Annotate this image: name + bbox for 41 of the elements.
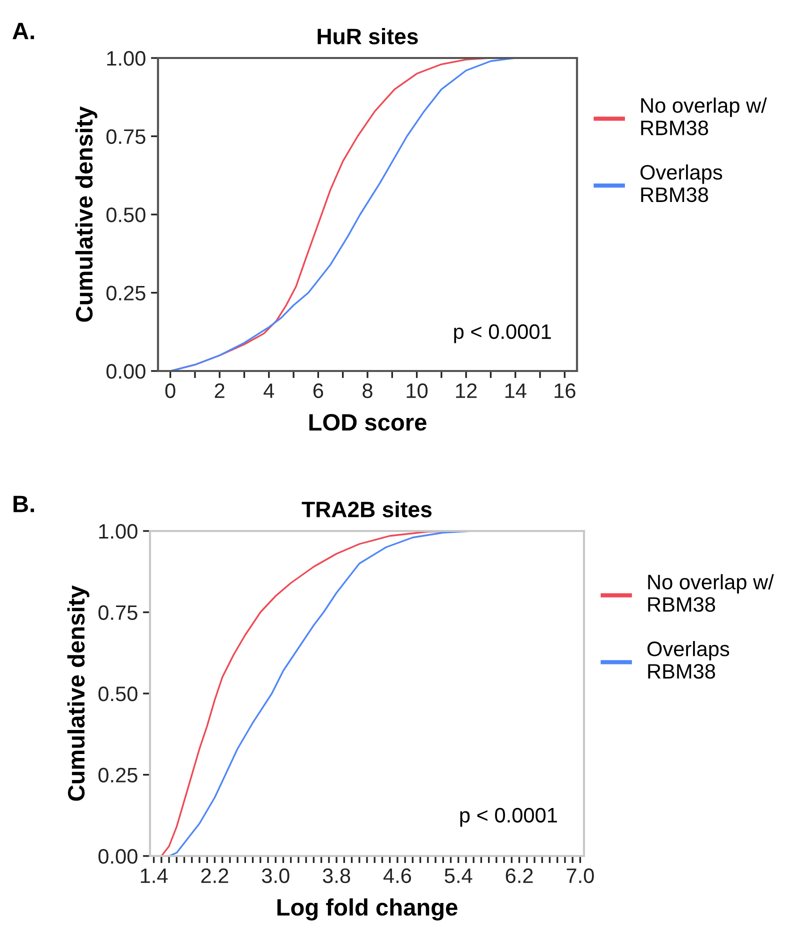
y-tick-label: 0.25 [98,768,138,783]
chart-title: HuR sites [318,28,418,44]
x-tick-label: 3.8 [322,868,350,884]
x-tick-label: 5.4 [444,868,472,884]
text: B. [14,496,34,512]
x-tick-label: 6.2 [506,868,533,884]
annotation: p < 0.0001 [454,324,551,344]
x-tick-label: 10 [406,383,428,398]
y-tick-label: 0.00 [98,849,138,864]
y-tick-label: 1.00 [107,51,146,66]
x-tick-label: 6 [313,383,324,398]
x-tick-label: 4.6 [383,868,412,884]
y-tick-label: 0.50 [106,208,146,222]
x-tick-label: 1.4 [140,868,168,883]
x-tick-label: 7.0 [566,868,594,884]
legend-label: Overlaps RBM38 [647,641,730,679]
x-tick-label: 2.2 [201,868,228,883]
x-axis-title: LOD score [309,414,426,431]
legend-label: No overlap w/ RBM38 [641,98,767,136]
legend-label: No overlap w/ RBM38 [648,574,774,612]
x-tick-label: 3.0 [262,868,290,884]
x-axis-title: Log fold change [277,898,458,920]
x-tick-label: 2 [214,383,224,398]
x-tick-label: 4 [264,384,274,398]
y-tick-label: 0.00 [106,364,146,379]
annotation: p < 0.0001 [460,808,557,827]
x-tick-label: 14 [505,384,526,398]
y-tick-label: 0.25 [106,286,146,301]
x-tick-label: 16 [554,383,576,398]
y-tick-label: 0.75 [106,129,146,144]
x-tick-label: 12 [456,383,477,398]
x-tick-label: 0 [165,383,176,398]
y-tick-label: 0.75 [98,605,138,620]
y-axis-title: Cumulative density [75,106,98,322]
legend-label: Overlaps RBM38 [640,164,722,202]
chart-title: TRA2B sites [302,501,432,518]
y-tick-label: 0.50 [98,686,138,702]
x-tick-label: 8 [362,383,372,398]
y-tick-label: 1.00 [99,524,138,539]
y-axis-title: Cumulative density [67,585,90,801]
text: A. [12,22,34,40]
